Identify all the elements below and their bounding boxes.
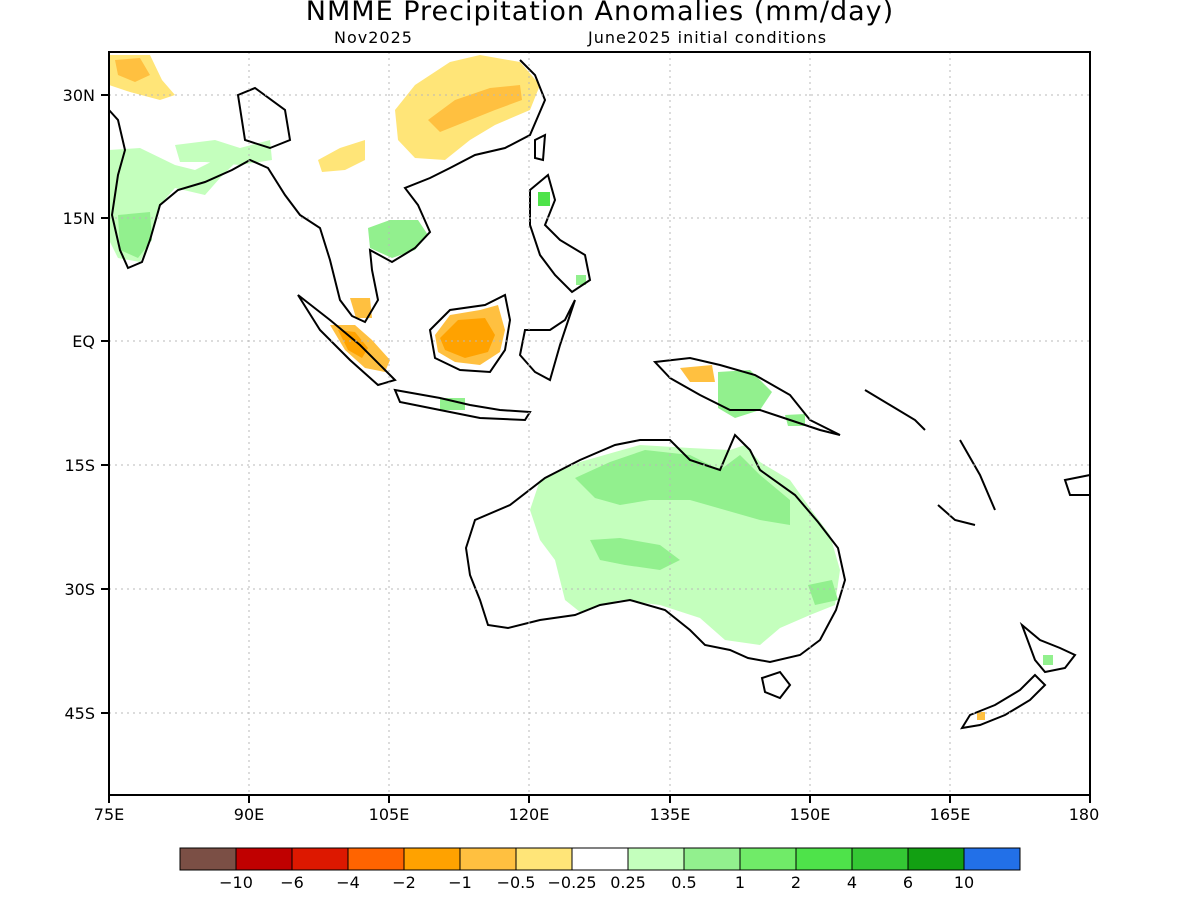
- coast-nz-north-island: [1019, 621, 1077, 674]
- wet-anomaly-new-zealand: [1043, 655, 1053, 665]
- colorbar: −10 −6 −4 −2 −1 −0.5 −0.25 0.25 0.5 1 2 4 6 10: [179, 847, 1021, 892]
- colorbar-swatch: [179, 847, 237, 871]
- anomaly-shading: [109, 55, 1053, 720]
- lon-label: 75E: [94, 805, 124, 824]
- dry-anomaly-sumatra-core: [338, 330, 368, 358]
- wet-anomaly-bangladesh: [175, 140, 272, 165]
- coast-borneo: [428, 293, 512, 374]
- lat-label: 15N: [63, 209, 95, 228]
- colorbar-label: 4: [847, 873, 857, 892]
- lon-label: 90E: [234, 805, 264, 824]
- coast-philippines: [529, 173, 592, 294]
- coast-sulawesi: [518, 299, 576, 382]
- colorbar-swatch: [627, 847, 685, 871]
- map-frame: [108, 51, 1091, 796]
- colorbar-label: 6: [903, 873, 913, 892]
- colorbar-swatch: [683, 847, 741, 871]
- colorbar-swatch: [515, 847, 573, 871]
- map-title: NMME Precipitation Anomalies (mm/day): [305, 0, 895, 27]
- coast-solomon-islands: [864, 389, 926, 431]
- colorbar-label: −4: [336, 873, 360, 892]
- colorbar-swatch: [963, 847, 1021, 871]
- colorbar-swatch: [907, 847, 965, 871]
- coast-nz-south-island: [959, 673, 1047, 730]
- lon-label: 150E: [790, 805, 831, 824]
- colorbar-label: −6: [280, 873, 304, 892]
- colorbar-label: 1: [735, 873, 745, 892]
- graticule: [109, 52, 1090, 795]
- coast-asia-mainland: [108, 59, 547, 324]
- colorbar-swatch: [795, 847, 853, 871]
- colorbar-label: 0.5: [671, 873, 696, 892]
- wet-anomaly-east-australia: [808, 580, 838, 605]
- lat-label: EQ: [72, 332, 95, 351]
- lon-label: 135E: [650, 805, 691, 824]
- colorbar-swatch: [403, 847, 461, 871]
- dry-anomaly-india-north-core: [115, 58, 150, 82]
- lat-label: 45S: [64, 704, 95, 723]
- colorbar-label: −0.25: [547, 873, 596, 892]
- longitude-axis: 75E 90E 105E 120E 135E 150E 165E 180: [94, 795, 1100, 824]
- lon-label: 120E: [509, 805, 550, 824]
- dry-anomaly-malaya: [350, 298, 372, 318]
- wet-anomaly-central-australia: [590, 538, 680, 570]
- wet-anomaly-java: [440, 398, 465, 410]
- colorbar-label: 0.25: [610, 873, 646, 892]
- coast-taiwan: [534, 133, 547, 162]
- colorbar-label: −2: [392, 873, 416, 892]
- colorbar-swatch: [851, 847, 909, 871]
- coast-java-lesser-sunda: [393, 388, 532, 422]
- coast-australia: [464, 433, 847, 664]
- lat-label: 15S: [64, 456, 95, 475]
- colorbar-swatch: [235, 847, 293, 871]
- colorbar-label: 2: [791, 873, 801, 892]
- coast-tasmania: [760, 670, 792, 700]
- coast-vanuatu: [959, 439, 996, 511]
- colorbar-swatch: [291, 847, 349, 871]
- colorbar-swatch: [571, 847, 629, 871]
- coast-sumatra: [297, 294, 397, 387]
- forecast-month: Nov2025: [334, 28, 413, 47]
- coast-new-guinea: [652, 356, 841, 436]
- colorbar-label: −0.5: [497, 873, 536, 892]
- dry-anomaly-south-china-core: [428, 85, 522, 132]
- dry-anomaly-borneo-core: [440, 318, 495, 358]
- dry-anomaly-new-guinea: [680, 365, 715, 382]
- coastlines: [108, 59, 1091, 730]
- latitude-axis: 30N 15N EQ 15S 30S 45S: [63, 86, 109, 723]
- wet-anomaly-png: [718, 370, 772, 418]
- colorbar-label: 10: [954, 873, 974, 892]
- coast-himalaya-border: [236, 86, 292, 150]
- lon-label: 165E: [930, 805, 971, 824]
- wet-anomaly-luzon: [538, 192, 550, 206]
- lat-label: 30S: [64, 580, 95, 599]
- wet-anomaly-india-core: [118, 212, 152, 258]
- lon-label: 180: [1069, 805, 1100, 824]
- lat-label: 30N: [63, 86, 95, 105]
- dry-anomaly-myanmar: [318, 140, 365, 172]
- colorbar-swatch: [347, 847, 405, 871]
- lon-label: 105E: [369, 805, 410, 824]
- dry-anomaly-new-zealand: [977, 712, 985, 720]
- colorbar-swatch: [739, 847, 797, 871]
- coast-new-caledonia: [937, 504, 976, 526]
- wet-anomaly-north-australia: [575, 450, 790, 525]
- colorbar-label: −1: [448, 873, 472, 892]
- colorbar-swatch: [459, 847, 517, 871]
- wet-anomaly-mindanao: [576, 275, 586, 285]
- colorbar-label: −10: [219, 873, 253, 892]
- initial-conditions: June2025 initial conditions: [588, 28, 828, 47]
